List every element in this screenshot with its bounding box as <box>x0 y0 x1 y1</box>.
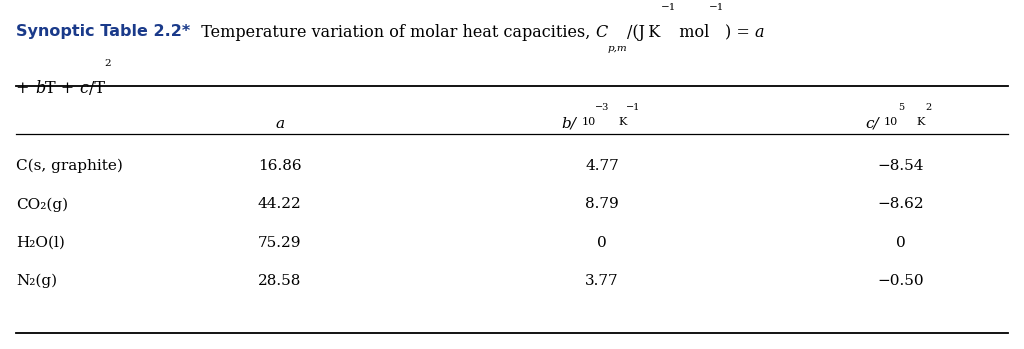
Text: −1: −1 <box>627 103 641 112</box>
Text: C(s, graphite): C(s, graphite) <box>16 159 123 173</box>
Text: −8.62: −8.62 <box>878 197 925 211</box>
Text: b: b <box>35 80 45 97</box>
Text: −8.54: −8.54 <box>878 159 925 173</box>
Text: +: + <box>16 80 35 97</box>
Text: −1: −1 <box>660 3 676 13</box>
Text: H₂O(l): H₂O(l) <box>16 236 66 250</box>
Text: CO₂(g): CO₂(g) <box>16 197 69 211</box>
Text: Temperature variation of molar heat capacities,: Temperature variation of molar heat capa… <box>190 24 595 42</box>
Text: c/: c/ <box>865 117 879 131</box>
Text: 0: 0 <box>896 236 906 250</box>
Text: a: a <box>275 117 284 131</box>
Text: 16.86: 16.86 <box>258 159 301 173</box>
Text: 10: 10 <box>582 117 595 127</box>
Text: 4.77: 4.77 <box>586 159 618 173</box>
Text: 2: 2 <box>925 103 932 112</box>
Text: /T: /T <box>89 80 104 97</box>
Text: c: c <box>80 80 89 97</box>
Text: −1: −1 <box>710 3 725 13</box>
Text: −3: −3 <box>595 103 609 112</box>
Text: 3.77: 3.77 <box>586 274 618 288</box>
Text: N₂(g): N₂(g) <box>16 274 57 288</box>
Text: 2: 2 <box>104 59 112 68</box>
Text: 75.29: 75.29 <box>258 236 301 250</box>
Text: 0: 0 <box>597 236 607 250</box>
Text: 8.79: 8.79 <box>586 197 618 211</box>
Text: mol: mol <box>676 24 710 42</box>
Text: T +: T + <box>45 80 80 97</box>
Text: b/: b/ <box>561 117 577 131</box>
Text: a: a <box>755 24 764 42</box>
Text: K: K <box>617 117 627 127</box>
Text: 28.58: 28.58 <box>258 274 301 288</box>
Text: 10: 10 <box>884 117 898 127</box>
Text: C: C <box>595 24 607 42</box>
Text: Synoptic Table 2.2*: Synoptic Table 2.2* <box>16 24 190 39</box>
Text: 5: 5 <box>898 103 904 112</box>
Text: 44.22: 44.22 <box>258 197 301 211</box>
Text: p,m: p,m <box>607 44 627 53</box>
Text: ) =: ) = <box>725 24 755 42</box>
Text: /(J K: /(J K <box>627 24 660 42</box>
Text: K: K <box>916 117 925 127</box>
Text: −0.50: −0.50 <box>878 274 925 288</box>
